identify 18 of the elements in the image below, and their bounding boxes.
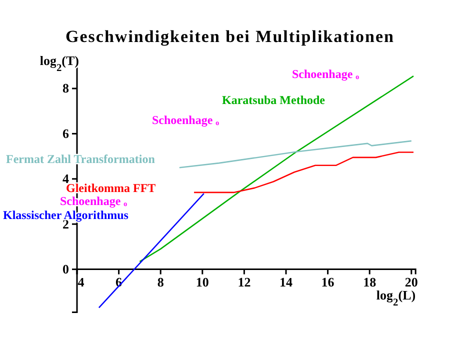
annotation: Schoenhage ₒ xyxy=(152,113,220,127)
y-tick-label: 8 xyxy=(62,80,70,96)
chart-title: Geschwindigkeiten bei Multiplikationen xyxy=(66,27,394,46)
line-series xyxy=(178,140,412,168)
x-tick-label: 4 xyxy=(78,274,85,290)
x-tick-label: 12 xyxy=(238,274,251,290)
y-tick-label: 6 xyxy=(62,126,70,141)
x-tick-label: 10 xyxy=(196,274,209,290)
y-tick-label: 0 xyxy=(62,261,69,276)
x-axis-title: log$_{2}$(L) xyxy=(376,287,416,308)
x-tick-label: 14 xyxy=(280,274,293,290)
x-tick-label: 18 xyxy=(363,274,377,290)
x-tick-label: 16 xyxy=(321,274,335,290)
x-tick-label: 20 xyxy=(404,274,418,290)
annotation: Schoenhage ₒ xyxy=(292,67,360,81)
x-tick-label: 8 xyxy=(157,274,164,290)
series-label: Karatsuba Methode xyxy=(222,93,326,107)
line-series xyxy=(193,152,414,194)
